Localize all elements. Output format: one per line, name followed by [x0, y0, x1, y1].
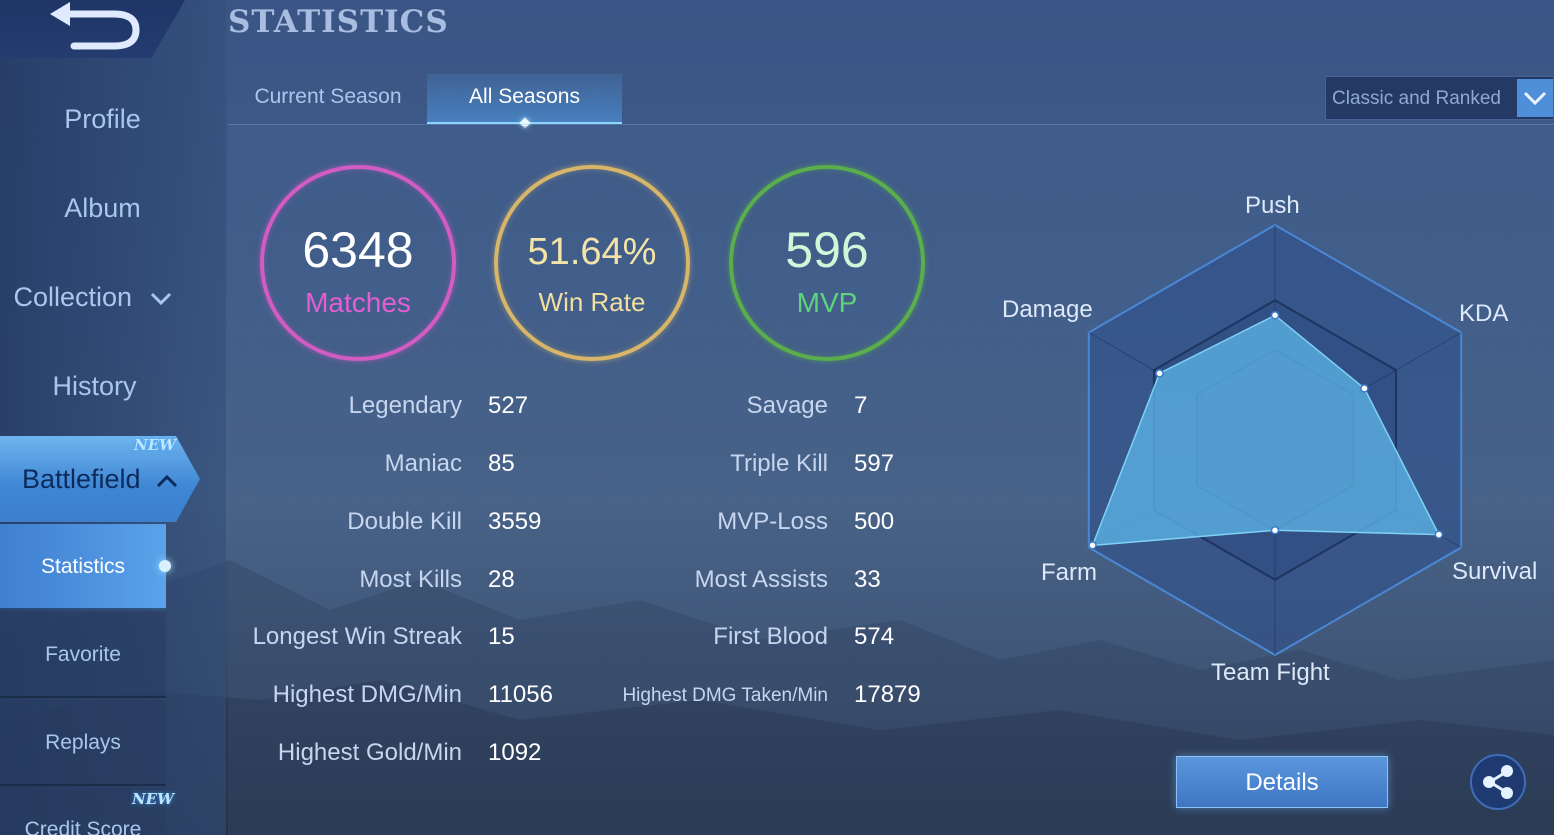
radar-point-damage [1155, 369, 1164, 378]
sidebar-item-label: Battlefield [21, 464, 141, 494]
stat-label-savage: Savage [746, 392, 828, 419]
chevron-down-icon [1523, 91, 1547, 106]
sidebar-item-album[interactable]: Album [0, 193, 205, 224]
new-badge: NEW [132, 790, 174, 808]
stat-value-first-blood: 574 [854, 623, 895, 650]
sidebar-subitem-credit-score[interactable]: Credit Score [0, 788, 166, 835]
stat-value-triple-kill: 597 [854, 450, 895, 477]
mvp-value: 596 [785, 222, 869, 278]
stat-label-first-blood: First Blood [713, 623, 828, 650]
sidebar-item-collection[interactable]: Collection [0, 282, 195, 313]
details-button[interactable]: Details [1176, 756, 1388, 808]
matches-value: 6348 [302, 222, 414, 278]
mvp-label: MVP [796, 287, 858, 318]
new-badge: NEW [134, 436, 176, 454]
stat-value-highest-dmg-min: 11056 [488, 681, 553, 708]
sidebar-subitem-label: Favorite [45, 643, 121, 666]
sidebar-subitem-label: Replays [45, 731, 121, 754]
stat-value-highest-dmg-taken-min: 17879 [854, 681, 921, 708]
radar-label-survival: Survival [1452, 558, 1538, 585]
sidebar-subitem-favorite[interactable]: Favorite [0, 612, 166, 698]
tab-current-season[interactable]: Current Season [228, 74, 428, 124]
tab-label: Current Season [254, 85, 402, 108]
sidebar-item-battlefield[interactable]: Battlefield [0, 436, 200, 522]
stat-value-highest-gold-min: 1092 [488, 739, 542, 766]
sidebar-item-label: Collection [13, 282, 133, 312]
tab-all-seasons[interactable]: All Seasons [427, 74, 622, 129]
sidebar-item-profile[interactable]: Profile [0, 104, 205, 135]
stat-value-mvp-loss: 500 [854, 508, 895, 535]
stat-label-most-assists: Most Assists [694, 566, 828, 593]
stat-value-double-kill: 3559 [488, 508, 542, 535]
stat-value-longest-win-streak: 15 [488, 623, 515, 650]
matches-ring: 6348 Matches [260, 165, 456, 361]
radar-point-survival [1434, 530, 1444, 539]
radar-label-team-fight: Team Fight [1211, 659, 1330, 686]
dropdown-toggle[interactable] [1517, 79, 1553, 117]
mode-dropdown[interactable]: Classic and Ranked [1325, 76, 1554, 120]
radar-point-push [1270, 311, 1280, 320]
chevron-up-icon [156, 474, 178, 488]
stat-label-mvp-loss: MVP-Loss [717, 508, 828, 535]
performance-radar-chart [1087, 223, 1463, 657]
sidebar-item-label: History [52, 371, 137, 401]
sidebar-item-history[interactable]: History [0, 371, 197, 402]
stat-label-triple-kill: Triple Kill [730, 450, 828, 477]
share-icon [1483, 765, 1513, 799]
stat-label-double-kill: Double Kill [347, 508, 462, 535]
mode-dropdown-value: Classic and Ranked [1332, 88, 1501, 109]
stat-label-most-kills: Most Kills [359, 566, 462, 593]
tabs-divider [228, 124, 1554, 125]
radar-label-damage: Damage [1002, 296, 1093, 323]
stat-label-legendary: Legendary [348, 392, 462, 419]
win-rate-label: Win Rate [538, 287, 646, 317]
page-title: STATISTICS [228, 4, 449, 40]
sidebar: Profile Album Collection History Battlef… [0, 0, 226, 835]
stat-label-highest-gold-min: Highest Gold/Min [277, 739, 462, 766]
win-rate-ring: 51.64% Win Rate [494, 165, 690, 361]
sidebar-subitem-replays[interactable]: Replays [0, 700, 166, 786]
stat-label-highest-dmg-taken-min: Highest DMG Taken/Min [622, 685, 828, 706]
sidebar-item-label: Album [64, 193, 141, 223]
stat-value-most-assists: 33 [854, 566, 881, 593]
active-indicator [159, 560, 171, 572]
back-button[interactable] [0, 0, 185, 58]
radar-point-kda [1360, 384, 1369, 393]
radar-label-kda: KDA [1459, 300, 1509, 327]
radar-points [1088, 311, 1444, 550]
stat-value-legendary: 527 [488, 392, 529, 419]
sidebar-subitem-label: Statistics [40, 555, 126, 578]
matches-label: Matches [305, 287, 411, 318]
stat-value-savage: 7 [854, 392, 868, 419]
win-rate-value: 51.64% [527, 231, 657, 273]
radar-point-team-fight [1270, 526, 1280, 535]
tab-label: All Seasons [469, 85, 580, 108]
radar-point-farm [1088, 541, 1097, 550]
back-arrow-icon [50, 2, 140, 50]
details-button-label: Details [1245, 769, 1319, 796]
sidebar-subitem-statistics[interactable]: Statistics [0, 524, 171, 610]
stat-value-most-kills: 28 [488, 566, 515, 593]
radar-label-farm: Farm [1041, 559, 1097, 586]
mvp-ring: 596 MVP [729, 165, 925, 361]
stat-label-maniac: Maniac [384, 450, 462, 477]
stat-label-longest-win-streak: Longest Win Streak [252, 623, 462, 650]
sidebar-subitem-label: Credit Score [24, 818, 142, 835]
sidebar-item-label: Profile [64, 104, 141, 134]
chevron-down-icon [150, 292, 171, 306]
radar-label-push: Push [1245, 192, 1300, 219]
share-button[interactable] [1470, 754, 1526, 810]
stat-value-maniac: 85 [488, 450, 515, 477]
stat-label-highest-dmg-min: Highest DMG/Min [272, 681, 462, 708]
